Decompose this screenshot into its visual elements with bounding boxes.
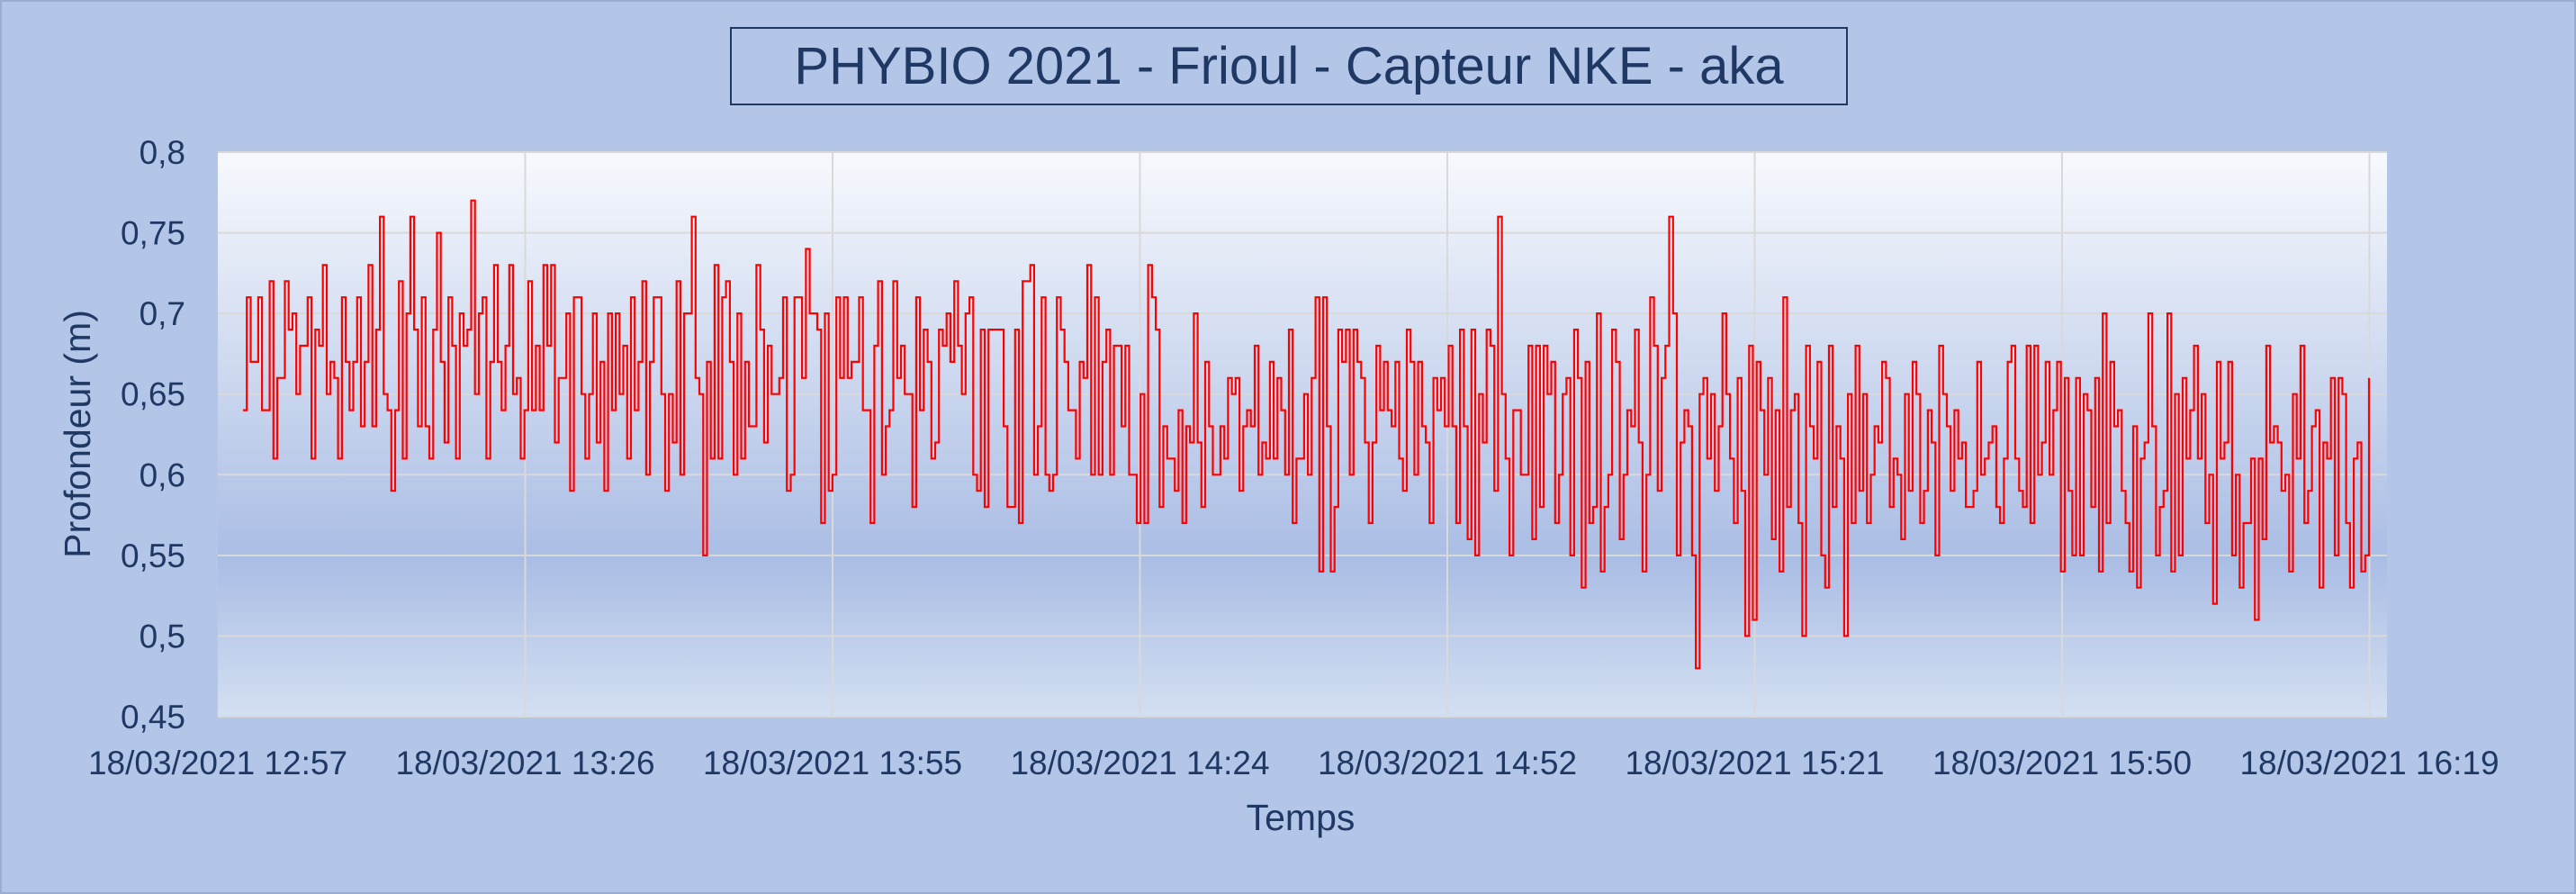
x-tick-label: 18/03/2021 13:55 — [703, 745, 962, 781]
x-tick-label: 18/03/2021 14:24 — [1010, 745, 1269, 781]
y-tick-labels: 0,45 0,5 0,55 0,6 0,65 0,7 0,75 0,8 — [121, 134, 185, 736]
x-tick-label: 18/03/2021 13:26 — [395, 745, 654, 781]
y-tick-label: 0,7 — [140, 295, 185, 332]
plot-area — [218, 152, 2387, 717]
y-tick-label: 0,8 — [140, 134, 185, 171]
y-tick-label: 0,65 — [121, 376, 185, 413]
x-axis-title: Temps — [1247, 797, 1356, 838]
y-tick-label: 0,45 — [121, 699, 185, 736]
chart-title: PHYBIO 2021 - Frioul - Capteur NKE - aka — [794, 37, 1784, 95]
series-layer — [243, 199, 2371, 670]
series-line-0 — [243, 199, 2371, 670]
x-tick-label: 18/03/2021 15:50 — [1932, 745, 2192, 781]
x-tick-label: 18/03/2021 12:57 — [88, 745, 347, 781]
y-tick-label: 0,55 — [121, 537, 185, 574]
y-axis-title: Profondeur (m) — [57, 310, 98, 558]
x-tick-label: 18/03/2021 15:21 — [1625, 745, 1884, 781]
y-tick-label: 0,6 — [140, 456, 185, 493]
x-tick-labels: 18/03/2021 12:57 18/03/2021 13:26 18/03/20… — [88, 745, 2499, 781]
y-tick-label: 0,5 — [140, 618, 185, 655]
x-tick-label: 18/03/2021 16:19 — [2239, 745, 2499, 781]
x-tick-label: 18/03/2021 14:52 — [1318, 745, 1577, 781]
chart-title-box: PHYBIO 2021 - Frioul - Capteur NKE - aka — [730, 27, 1848, 105]
y-tick-label: 0,75 — [121, 215, 185, 252]
